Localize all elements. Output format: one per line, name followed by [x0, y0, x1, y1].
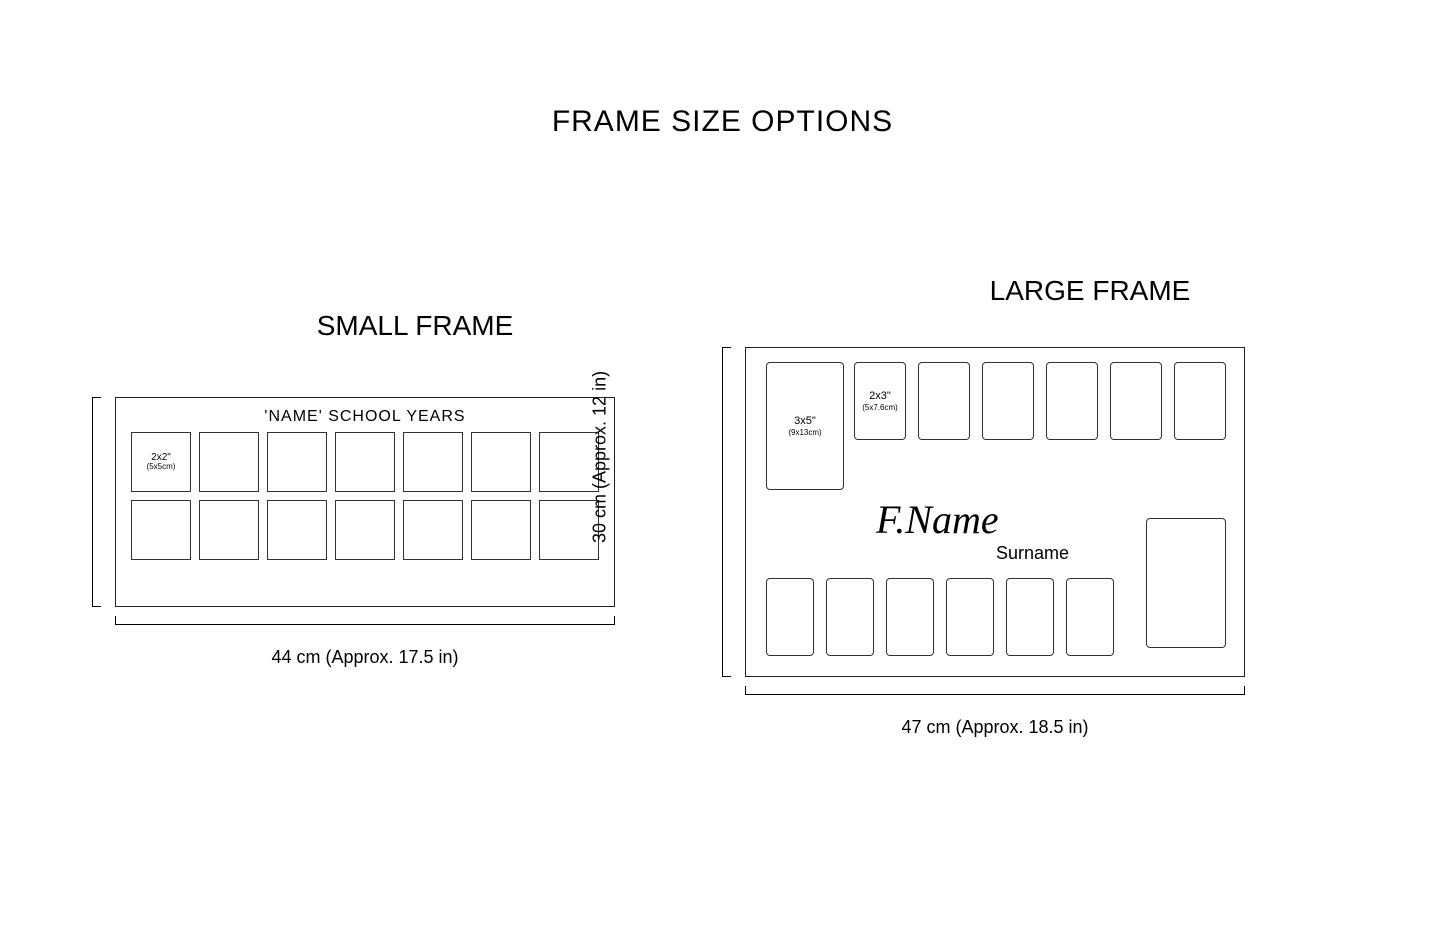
small-vertical-dimension: 19 cm (Approx. 7.5 in): [0, 355, 1, 532]
large-slot: [982, 362, 1034, 440]
large-slot: [1006, 578, 1054, 656]
small-frame-block: SMALL FRAME 19 cm (Approx. 7.5 in) 'NAME…: [70, 310, 650, 668]
small-slot: [335, 432, 395, 492]
large-frame-rect: 3x5"(9x13cm)2x3"(5x7.6cm)F.NameSurname: [745, 347, 1245, 677]
small-slot-sublabel: (5x5cm): [147, 463, 176, 472]
small-slot: [403, 432, 463, 492]
small-slot: 2x2"(5x5cm): [131, 432, 191, 492]
script-name: F.Name: [876, 496, 999, 543]
small-horizontal-bracket: [115, 617, 615, 625]
small-slot: [131, 500, 191, 560]
large-frame-block: LARGE FRAME 30 cm (Approx. 12 in) 3x5"(9…: [700, 275, 1320, 738]
small-row: [130, 500, 600, 560]
small-dim-wrapper: 19 cm (Approx. 7.5 in) 'NAME' SCHOOL YEA…: [70, 397, 650, 668]
large-slot: 2x3"(5x7.6cm): [854, 362, 906, 440]
large-horizontal-bracket: [745, 687, 1245, 695]
large-vertical-dimension: 30 cm (Approx. 12 in): [590, 370, 611, 542]
small-slot: [267, 500, 327, 560]
small-slot: [335, 500, 395, 560]
small-slot: [199, 432, 259, 492]
large-slot: [1046, 362, 1098, 440]
small-vertical-bracket: [92, 397, 100, 607]
large-slot-label: 2x3": [869, 390, 891, 403]
small-horizontal-dimension: 44 cm (Approx. 17.5 in): [115, 647, 615, 668]
small-rows: 2x2"(5x5cm): [130, 432, 600, 560]
small-row: 2x2"(5x5cm): [130, 432, 600, 492]
large-slot: [886, 578, 934, 656]
large-slot: 3x5"(9x13cm): [766, 362, 844, 490]
small-inner-title: 'NAME' SCHOOL YEARS: [130, 408, 600, 426]
large-frame-heading: LARGE FRAME: [860, 275, 1320, 307]
small-slot: [471, 432, 531, 492]
small-frame-rect: 'NAME' SCHOOL YEARS 2x2"(5x5cm): [115, 397, 615, 607]
page-title: FRAME SIZE OPTIONS: [0, 105, 1445, 139]
small-slot: [267, 432, 327, 492]
large-horizontal-dimension: 47 cm (Approx. 18.5 in): [745, 717, 1245, 738]
large-slot: [946, 578, 994, 656]
surname: Surname: [996, 543, 1069, 564]
small-slot: [403, 500, 463, 560]
large-slot: [1146, 518, 1226, 648]
large-slot: [826, 578, 874, 656]
large-slot: [1066, 578, 1114, 656]
large-slot: [766, 578, 814, 656]
large-slot-sublabel: (9x13cm): [788, 428, 821, 438]
large-slot: [918, 362, 970, 440]
large-vertical-bracket: [722, 347, 730, 677]
large-slot-label: 3x5": [794, 415, 816, 428]
small-slot: [471, 500, 531, 560]
large-slot: [1110, 362, 1162, 440]
large-slot: [1174, 362, 1226, 440]
large-slot-sublabel: (5x7.6cm): [862, 403, 898, 413]
large-dim-wrapper: 30 cm (Approx. 12 in) 3x5"(9x13cm)2x3"(5…: [700, 347, 1320, 738]
small-frame-heading: SMALL FRAME: [180, 310, 650, 342]
small-slot: [199, 500, 259, 560]
